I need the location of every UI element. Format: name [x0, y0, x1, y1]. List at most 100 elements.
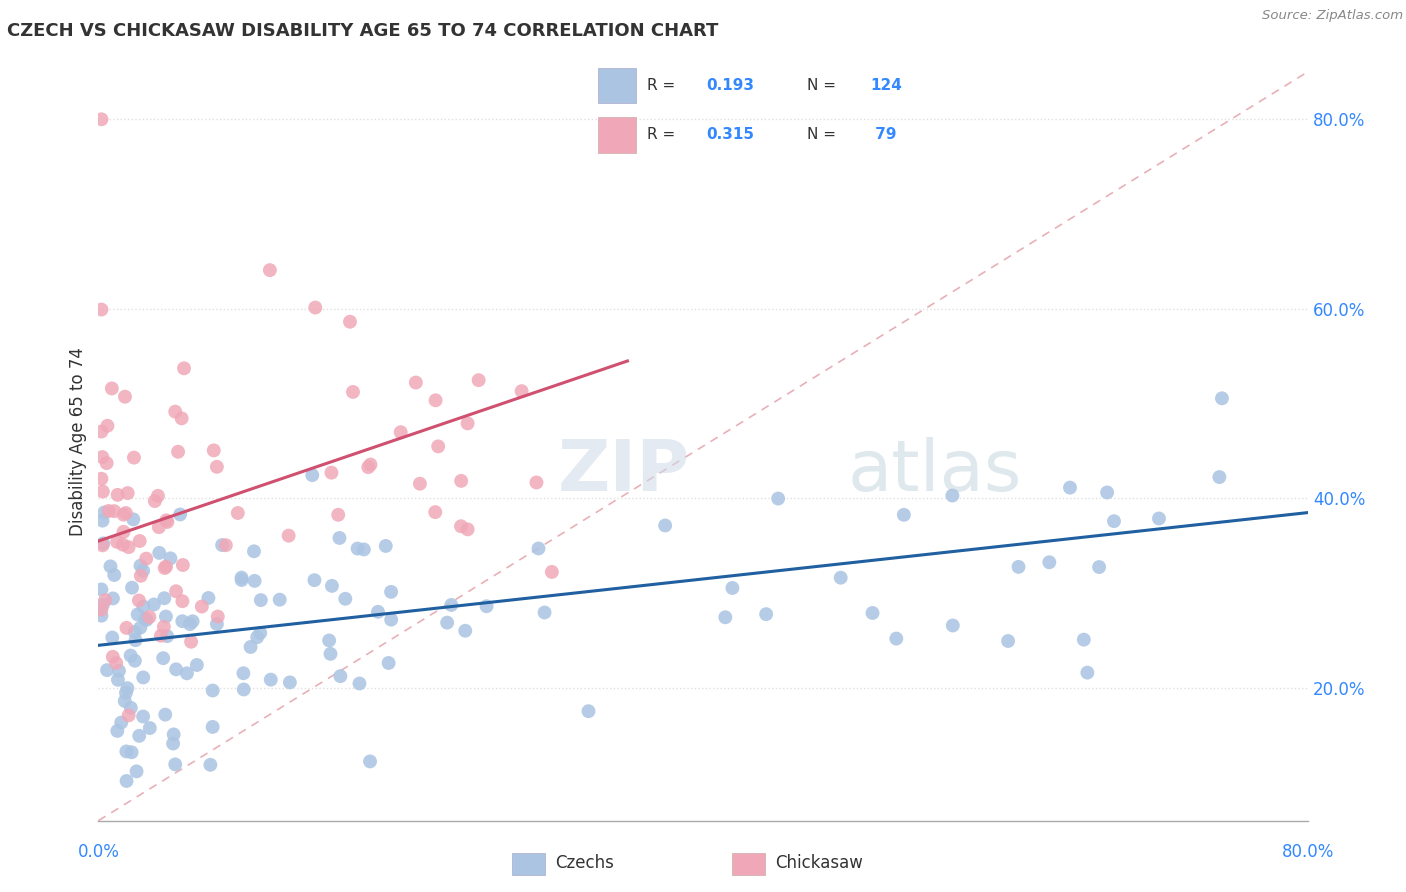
- Bar: [599, 68, 636, 103]
- Point: [176, 666, 198, 681]
- Point: [159, 551, 181, 566]
- Point: [172, 558, 194, 572]
- Point: [101, 591, 124, 606]
- Point: [232, 682, 254, 697]
- Point: [90, 608, 112, 623]
- Text: CZECH VS CHICKASAW DISABILITY AGE 65 TO 74 CORRELATION CHART: CZECH VS CHICKASAW DISABILITY AGE 65 TO …: [7, 22, 718, 40]
- Point: [114, 390, 136, 404]
- Point: [125, 764, 148, 779]
- Point: [304, 301, 326, 315]
- Point: [243, 544, 266, 558]
- Point: [105, 656, 128, 670]
- Point: [328, 531, 350, 545]
- Point: [112, 508, 135, 522]
- Point: [96, 456, 118, 470]
- Text: 0.315: 0.315: [706, 128, 755, 142]
- Text: ZIP: ZIP: [558, 437, 690, 507]
- Point: [941, 489, 963, 503]
- Point: [755, 607, 778, 622]
- Point: [830, 571, 852, 585]
- Point: [249, 626, 271, 640]
- Point: [1211, 392, 1233, 406]
- Text: N =: N =: [807, 78, 841, 93]
- Point: [467, 373, 489, 387]
- Point: [129, 621, 152, 635]
- Point: [1208, 470, 1230, 484]
- Text: Czechs: Czechs: [555, 854, 613, 872]
- Point: [380, 613, 402, 627]
- Point: [335, 591, 357, 606]
- Point: [149, 629, 172, 643]
- Point: [215, 538, 238, 552]
- Point: [862, 606, 884, 620]
- Point: [103, 568, 125, 582]
- Point: [91, 598, 114, 612]
- Point: [115, 774, 138, 789]
- Point: [1073, 632, 1095, 647]
- Point: [115, 744, 138, 758]
- Point: [129, 558, 152, 573]
- Point: [339, 315, 361, 329]
- Point: [259, 263, 281, 277]
- Y-axis label: Disability Age 65 to 74: Disability Age 65 to 74: [69, 347, 87, 536]
- Point: [107, 673, 129, 687]
- Point: [231, 571, 253, 585]
- Point: [377, 656, 399, 670]
- Point: [132, 670, 155, 684]
- Point: [163, 727, 186, 741]
- Point: [1007, 559, 1029, 574]
- Point: [301, 468, 323, 483]
- Point: [425, 505, 447, 519]
- Point: [90, 112, 112, 127]
- Point: [112, 524, 135, 539]
- Text: 124: 124: [870, 78, 903, 93]
- Point: [353, 542, 375, 557]
- Bar: [599, 117, 636, 153]
- Point: [117, 486, 139, 500]
- Point: [172, 594, 194, 608]
- Point: [436, 615, 458, 630]
- Point: [120, 648, 142, 663]
- Point: [124, 633, 146, 648]
- Point: [134, 612, 156, 626]
- Point: [124, 654, 146, 668]
- Point: [246, 630, 269, 644]
- Text: N =: N =: [807, 128, 841, 142]
- Point: [105, 534, 128, 549]
- Point: [138, 610, 160, 624]
- Point: [152, 651, 174, 665]
- Point: [405, 376, 427, 390]
- Point: [1147, 511, 1170, 525]
- Point: [90, 602, 112, 616]
- Point: [342, 384, 364, 399]
- Point: [201, 683, 224, 698]
- Point: [132, 564, 155, 578]
- Point: [118, 708, 141, 723]
- Point: [367, 605, 389, 619]
- Point: [132, 599, 155, 614]
- Point: [260, 673, 283, 687]
- Point: [540, 565, 562, 579]
- Bar: [512, 853, 546, 875]
- Point: [122, 512, 145, 526]
- Point: [97, 504, 120, 518]
- Point: [165, 662, 187, 676]
- Point: [304, 573, 326, 587]
- Point: [454, 624, 477, 638]
- Point: [156, 515, 179, 529]
- Point: [128, 729, 150, 743]
- Point: [200, 757, 222, 772]
- Point: [155, 559, 177, 574]
- Point: [94, 593, 117, 607]
- Point: [153, 561, 176, 575]
- Point: [162, 737, 184, 751]
- Point: [121, 581, 143, 595]
- Point: [321, 466, 343, 480]
- Point: [886, 632, 908, 646]
- Point: [389, 425, 412, 440]
- Point: [115, 506, 138, 520]
- Point: [409, 476, 432, 491]
- Point: [578, 704, 600, 718]
- Point: [179, 617, 201, 632]
- Point: [243, 574, 266, 588]
